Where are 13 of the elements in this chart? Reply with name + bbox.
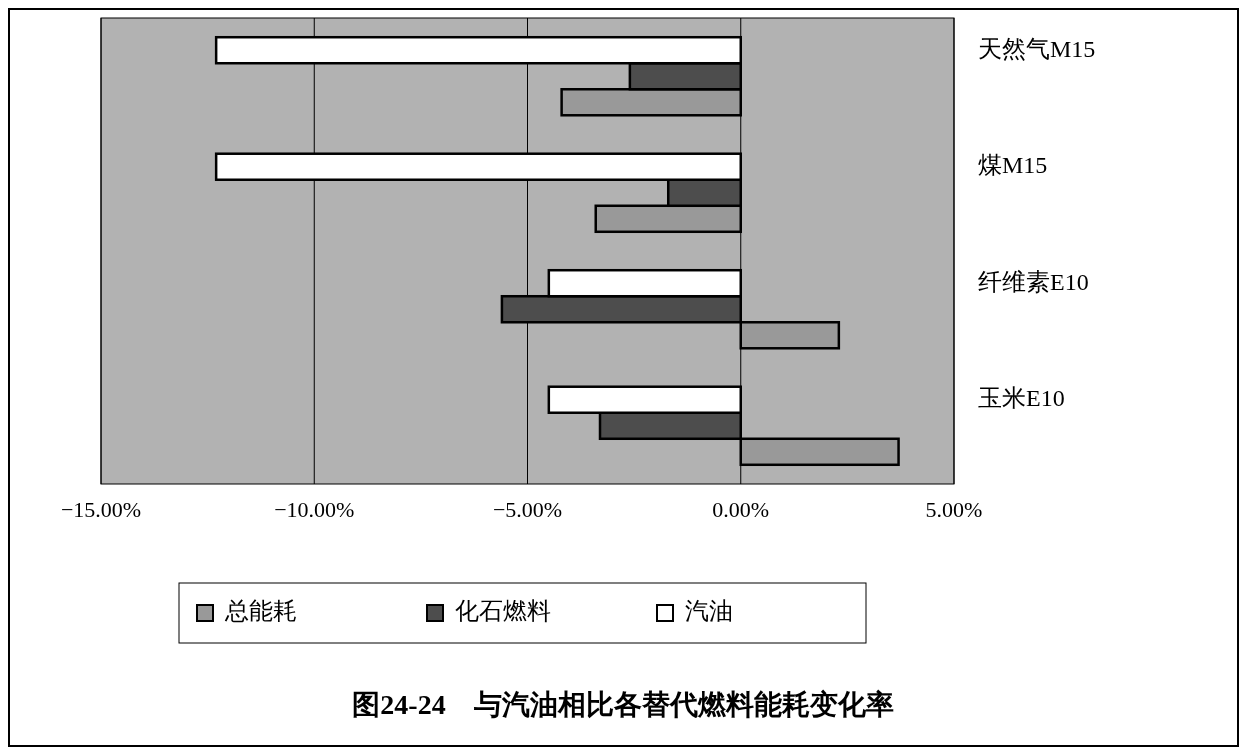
y-tick-label: 纤维素E10 xyxy=(978,268,1089,295)
y-tick-label: 天然气M15 xyxy=(978,35,1096,62)
x-tick-label: −10.00% xyxy=(274,497,355,522)
y-tick-label: 玉米E10 xyxy=(978,385,1065,412)
text: 图24-24 与汽油相比各替代燃料能耗变化率 xyxy=(352,689,894,720)
x-tick-label: 5.00% xyxy=(925,497,983,522)
x-tick-label: 0.00% xyxy=(712,497,770,522)
y-tick-label: 煤M15 xyxy=(978,152,1048,179)
x-tick-label: −5.00% xyxy=(492,497,563,522)
legend-label: 总能耗 xyxy=(224,597,297,624)
legend-label: 汽油 xyxy=(685,597,733,624)
x-tick-label: −15.00% xyxy=(60,497,142,522)
legend-label: 化石燃料 xyxy=(455,597,551,624)
